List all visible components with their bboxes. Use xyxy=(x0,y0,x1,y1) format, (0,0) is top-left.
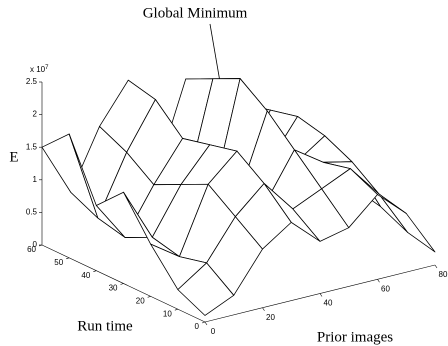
x-tick xyxy=(434,264,438,269)
multiplier-base: x 10 xyxy=(30,65,46,74)
y-tick xyxy=(66,257,70,260)
y-tick-label: 20 xyxy=(136,296,145,305)
y-tick xyxy=(93,270,97,272)
y-axis-label: Run time xyxy=(77,318,133,334)
y-tick xyxy=(174,308,178,311)
y-tick xyxy=(120,283,124,285)
y-tick-label: 40 xyxy=(81,271,90,280)
surface-patch xyxy=(378,193,436,253)
multiplier-exp: 7 xyxy=(45,65,49,71)
surface-patch xyxy=(177,262,235,316)
y-tick-label: 10 xyxy=(163,309,172,318)
z-tick-label: 0 xyxy=(33,240,38,249)
annotation: Global Minimum xyxy=(143,5,248,21)
y-tick-label: 60 xyxy=(27,245,36,254)
y-tick-label: 0 xyxy=(195,322,200,331)
z-tick-label: 1.5 xyxy=(26,142,38,151)
y-tick xyxy=(201,321,206,324)
x-tick-label: 20 xyxy=(266,313,275,322)
z-tick-label: 2.5 xyxy=(26,77,38,86)
z-tick-label: 2 xyxy=(33,110,38,119)
z-axis-label: E xyxy=(9,149,18,165)
x-tick xyxy=(204,321,208,326)
z-tick-label: 1 xyxy=(33,175,38,184)
x-tick-label: 0 xyxy=(211,327,216,336)
x-tick xyxy=(262,307,265,311)
x-tick-label: 80 xyxy=(439,270,448,279)
y-tick xyxy=(147,296,151,298)
x-tick xyxy=(377,279,380,283)
x-axis-label: Prior images xyxy=(317,329,393,345)
x-tick xyxy=(319,293,323,297)
y-tick-label: 50 xyxy=(54,258,63,267)
multiplier: x 107 xyxy=(30,65,49,75)
x-tick-label: 60 xyxy=(381,284,390,293)
x-tick-label: 40 xyxy=(324,299,333,308)
z-tick-label: 0.5 xyxy=(26,208,38,217)
y-tick-label: 30 xyxy=(109,284,118,293)
